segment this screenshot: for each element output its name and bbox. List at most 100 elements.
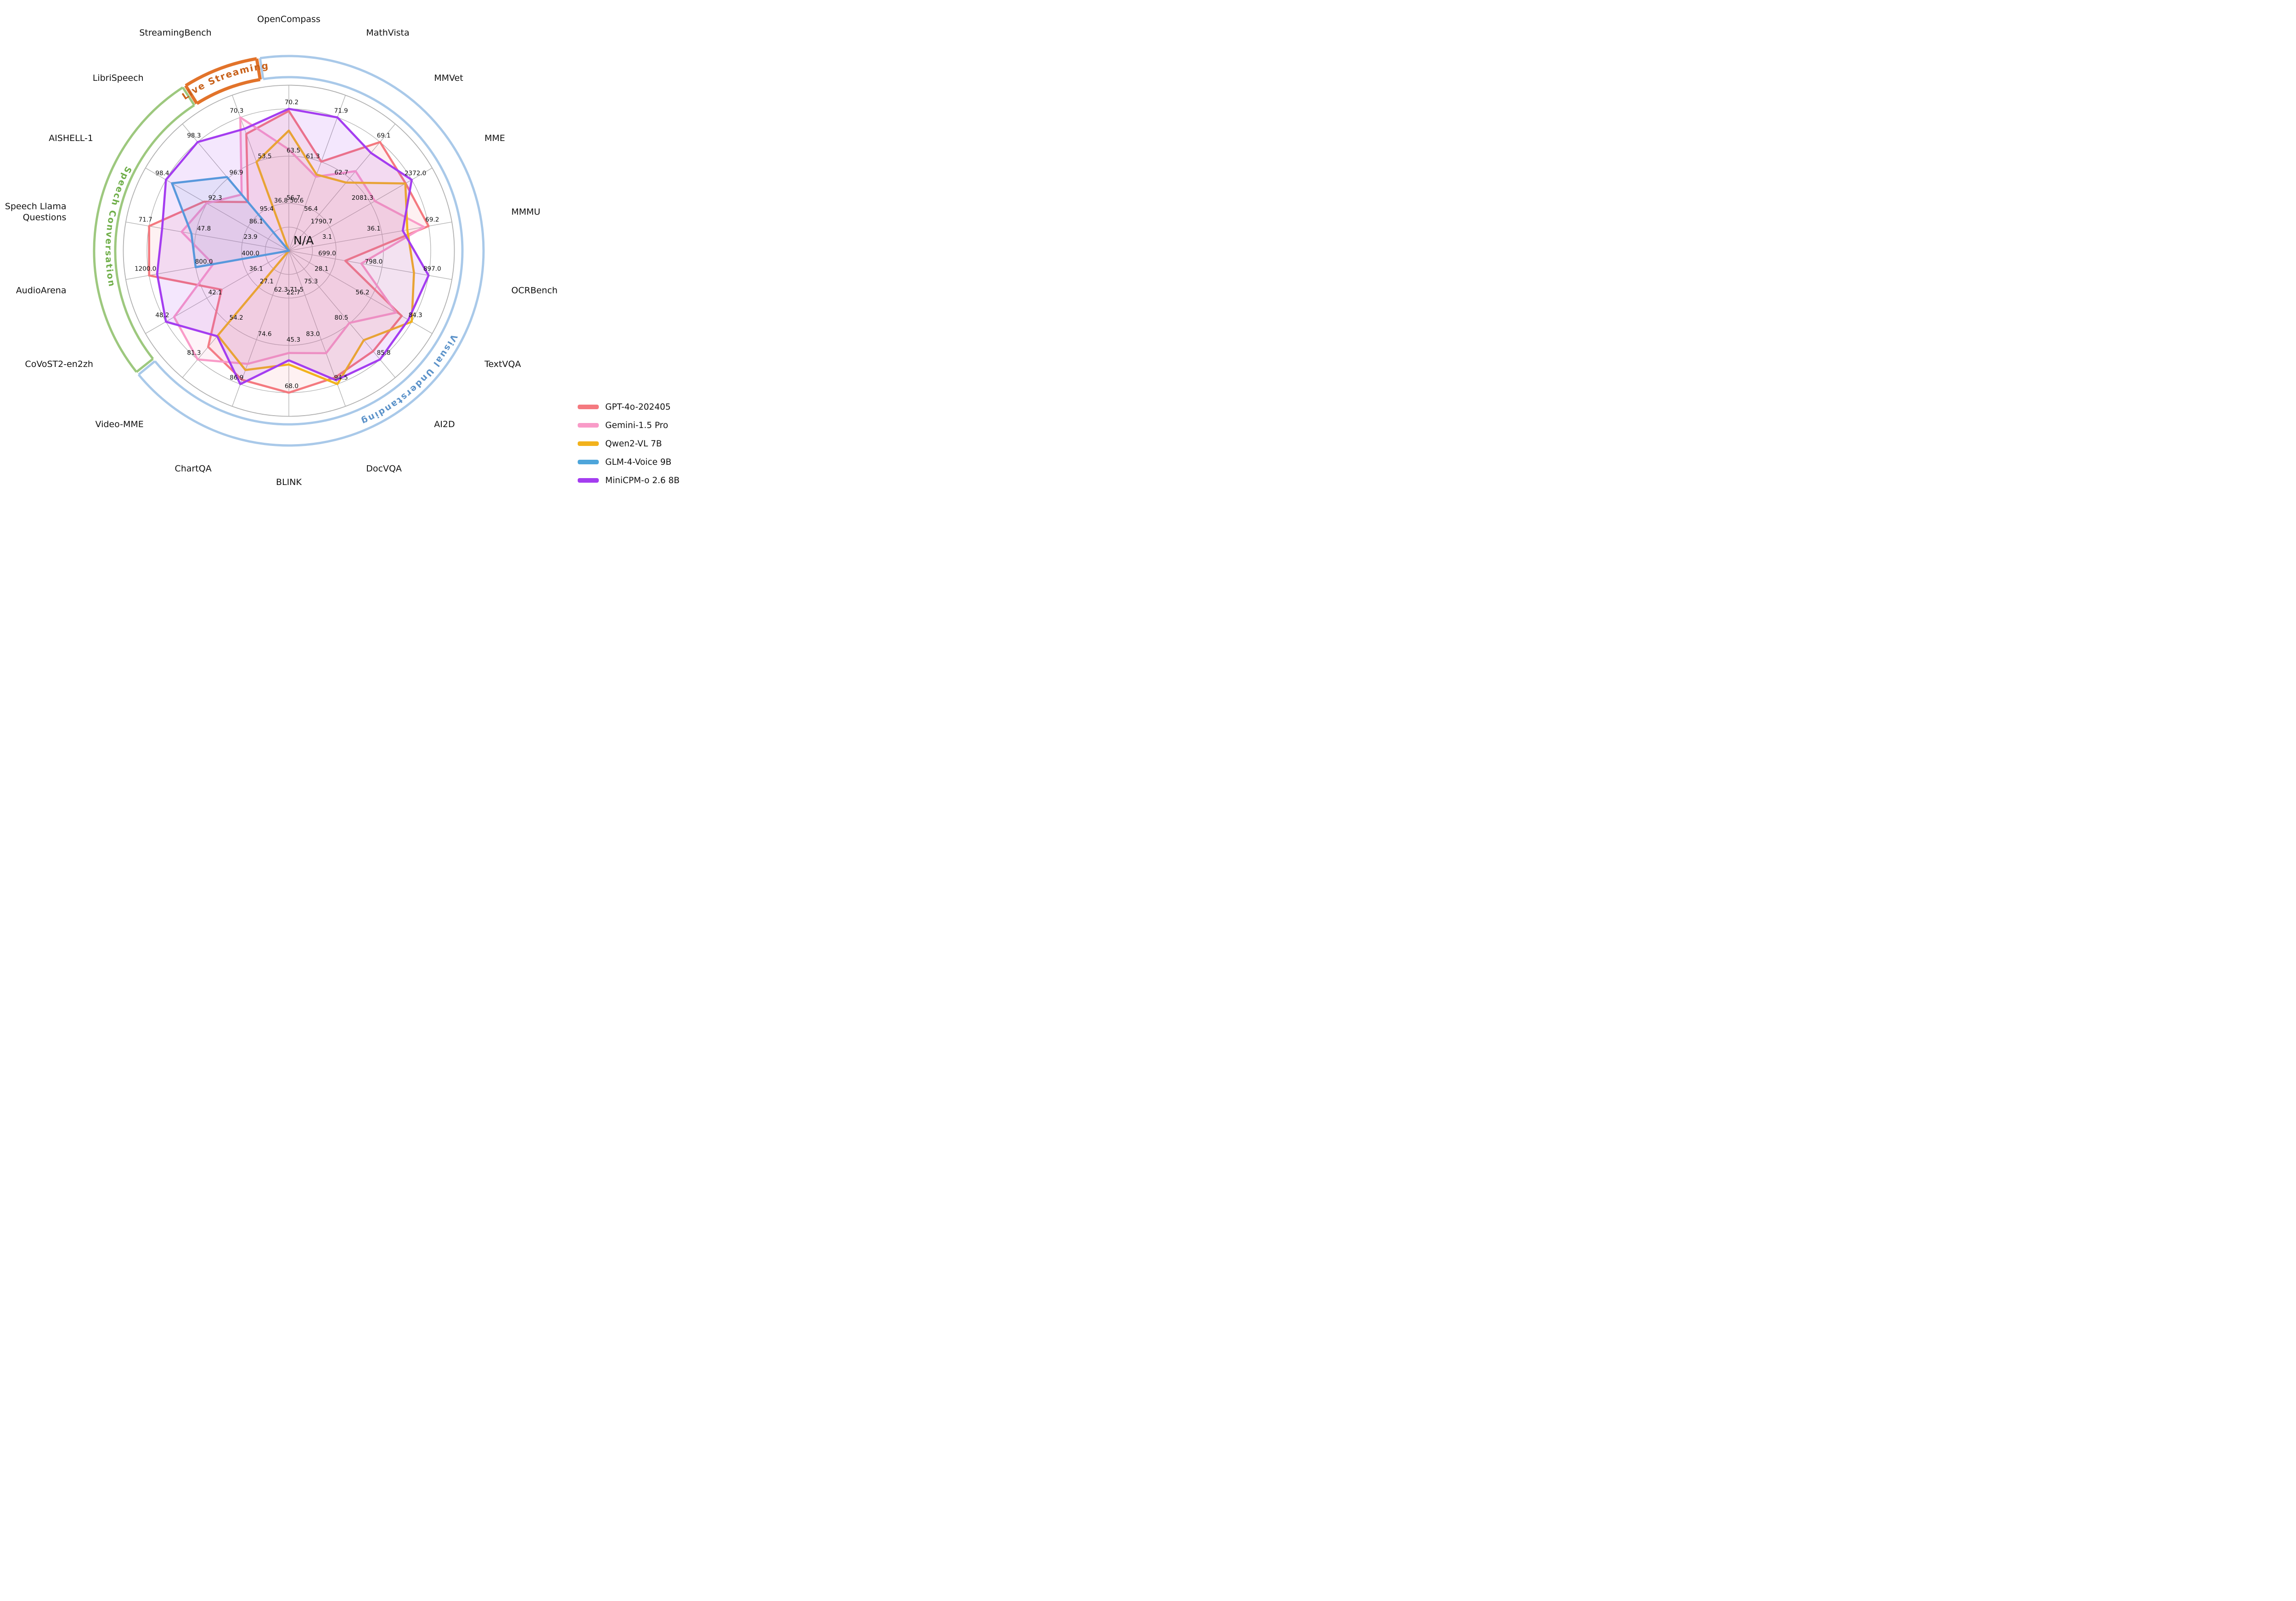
tick-label: 36.1 <box>367 225 381 232</box>
tick-label: 50.6 <box>290 197 304 204</box>
tick-label: 27.1 <box>260 278 274 285</box>
category-arc-cap <box>259 58 264 79</box>
legend-item-gemini-1-5-pro: Gemini-1.5 Pro <box>578 419 680 432</box>
axis-max-label: 68.0 <box>285 383 298 390</box>
tick-label: 80.5 <box>334 314 348 321</box>
category-band-live-streaming <box>184 57 262 105</box>
series-fill-qwen2-vl-7b <box>218 130 414 384</box>
category-arc <box>137 55 485 447</box>
axis-max-label: 81.3 <box>187 350 201 357</box>
axis-max-label: 85.8 <box>377 350 391 357</box>
radar-figure: Visual Understanding Speech Conversation L… <box>0 0 716 490</box>
category-band-speech-conversation <box>93 86 196 373</box>
tick-label: 36.8 <box>274 197 288 204</box>
axis-label-aishell-1: AISHELL-1 <box>49 133 93 143</box>
category-arc <box>185 57 257 87</box>
tick-label: 3.1 <box>322 233 332 241</box>
category-arc-cap <box>181 87 196 106</box>
grid-spoke <box>288 124 396 251</box>
tick-label: 95.4 <box>260 205 274 213</box>
axis-max-label: 70.2 <box>285 99 298 106</box>
grid-spoke <box>145 168 289 251</box>
category-arc-cap <box>255 58 262 80</box>
tick-label: 83.0 <box>306 331 320 338</box>
axis-max-label: 84.3 <box>409 312 422 319</box>
legend-swatch <box>578 441 599 446</box>
tick-label: 47.8 <box>197 225 211 232</box>
legend-swatch <box>578 478 599 483</box>
grid-spoke <box>288 250 452 280</box>
tick-label: 53.5 <box>258 152 272 160</box>
tick-label: 56.4 <box>304 205 318 213</box>
legend-item-gpt-4o-202405: GPT-4o-202405 <box>578 400 680 413</box>
tick-label: 74.6 <box>258 331 272 338</box>
axis-label-opencompass: OpenCompass <box>257 14 321 24</box>
axis-label-mmmu: MMMU <box>512 207 540 217</box>
axis-max-label: 69.2 <box>425 216 439 223</box>
axis-max-label: 1200.0 <box>135 265 156 273</box>
legend-item-minicpm-o-2-6-8b: MiniCPM-o 2.6 8B <box>578 474 680 487</box>
tick-label: 23.9 <box>244 233 258 241</box>
axis-max-label: 71.9 <box>334 107 348 115</box>
axis-label-streamingbench: StreamingBench <box>139 28 211 38</box>
grid-spoke <box>288 250 396 378</box>
tick-label: 56.7 <box>287 194 300 202</box>
legend: GPT-4o-202405 Gemini-1.5 Pro Qwen2-VL 7B GL… <box>578 400 680 487</box>
grid-spoke <box>288 168 433 251</box>
axis-label-covost2-en2zh: CoVoST2-en2zh <box>25 359 93 369</box>
tick-label: 22.7 <box>287 289 300 296</box>
axis-label-textvqa: TextVQA <box>484 359 521 369</box>
legend-swatch <box>578 460 599 464</box>
tick-label: 71.5 <box>290 286 304 293</box>
category-arc <box>93 86 184 373</box>
tick-label: 92.3 <box>208 194 222 202</box>
tick-label: 45.3 <box>287 336 300 344</box>
axis-max-label: 69.1 <box>377 132 391 139</box>
category-arc <box>196 78 261 105</box>
grid-spoke <box>145 250 289 334</box>
axis-max-label: 98.4 <box>155 170 169 177</box>
axis-label-speech-llama-questions: Speech Llama Questions <box>5 202 67 223</box>
grid-spoke <box>288 95 346 251</box>
series-fill-glm-4-voice-9b <box>172 177 289 267</box>
axis-label-docvqa: DocVQA <box>366 463 402 474</box>
tick-label: 86.1 <box>249 218 263 225</box>
tick-label: 61.3 <box>306 152 320 160</box>
legend-label: Qwen2-VL 7B <box>605 439 662 449</box>
axis-label-audioarena: AudioArena <box>16 285 67 295</box>
legend-label: GPT-4o-202405 <box>605 402 671 412</box>
series-line-qwen2-vl-7b <box>217 130 415 385</box>
tick-label: 800.0 <box>195 258 213 265</box>
axis-max-label: 71.7 <box>139 216 152 223</box>
axis-label-ocrbench: OCRBench <box>512 285 558 295</box>
legend-swatch <box>578 405 599 409</box>
axis-label-blink: BLINK <box>276 477 302 487</box>
series-fill-minicpm-o-2-6-8b <box>157 109 429 384</box>
axis-label-ai2d: AI2D <box>434 419 455 429</box>
category-arc-cap <box>184 85 198 105</box>
category-arc-cap <box>138 360 156 376</box>
series-fill-gemini-1-5-pro <box>174 117 424 364</box>
category-arc <box>114 104 195 360</box>
category-band-visual-understanding <box>137 55 485 447</box>
tick-label: 63.5 <box>287 147 300 154</box>
tick-label: 54.2 <box>230 314 243 321</box>
axis-label-mathvista: MathVista <box>366 28 409 38</box>
tick-label: 62.3 <box>274 286 288 293</box>
axis-max-label: 86.9 <box>230 374 243 381</box>
axis-max-label: 48.2 <box>155 312 169 319</box>
axis-label-video-mme: Video-MME <box>96 419 144 429</box>
legend-item-glm-4-voice-9b: GLM-4-Voice 9B <box>578 456 680 468</box>
tick-label: 56.2 <box>355 289 369 296</box>
series-line-glm-4-voice-9b <box>171 176 290 269</box>
axis-label-chartqa: ChartQA <box>175 463 212 474</box>
tick-label: 798.0 <box>365 258 383 265</box>
axis-max-label: 70.3 <box>230 107 243 115</box>
tick-label: 2081.3 <box>352 194 373 202</box>
center-na-label: N/A <box>293 234 314 247</box>
legend-item-qwen2-vl-7b: Qwen2-VL 7B <box>578 437 680 450</box>
axis-max-label: 897.0 <box>423 265 441 273</box>
series-line-minicpm-o-2-6-8b <box>156 107 430 385</box>
category-arc-cap <box>135 358 154 373</box>
